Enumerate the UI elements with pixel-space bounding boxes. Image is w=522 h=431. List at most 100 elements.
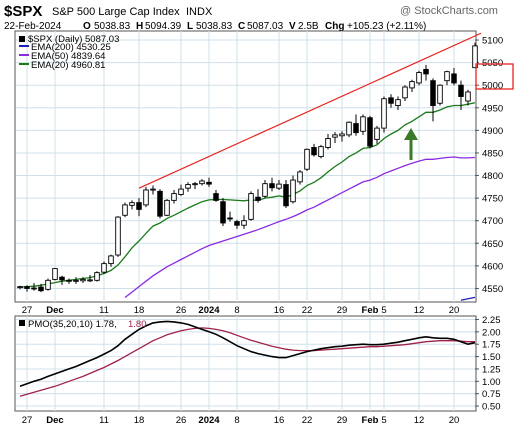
price-x-tick-label: 12 bbox=[414, 305, 425, 316]
pmo-legend-swatch bbox=[19, 320, 25, 326]
price-x-axis: 27 Dec 11 18 26 2024 8 16 22 29 Feb 5 12 20 bbox=[22, 305, 460, 316]
price-x-tick-label: 11 bbox=[99, 305, 109, 316]
candle bbox=[66, 278, 72, 284]
price-x-tick-label: 18 bbox=[134, 305, 145, 316]
open-label: O bbox=[83, 21, 91, 32]
candle-body bbox=[353, 123, 359, 134]
candle-body bbox=[227, 217, 233, 220]
candle-body bbox=[472, 45, 478, 69]
candle-body bbox=[171, 193, 177, 201]
candle-body bbox=[199, 180, 205, 185]
pmo-y-tick-label: 1.50 bbox=[482, 352, 501, 363]
pmo-y-tick-label: 1.75 bbox=[482, 340, 501, 351]
volume-value: 2.5B bbox=[298, 21, 319, 32]
candle-body bbox=[136, 202, 142, 210]
candle-body bbox=[416, 72, 422, 84]
pmo-x-tick-label: Dec bbox=[46, 415, 63, 426]
pmo-x-tick-label: 27 bbox=[22, 415, 33, 426]
candle bbox=[31, 283, 37, 291]
candle bbox=[339, 131, 345, 142]
candle bbox=[353, 114, 359, 136]
candle bbox=[374, 125, 380, 144]
high-value: 5094.39 bbox=[145, 21, 182, 32]
candle bbox=[311, 143, 317, 157]
price-y-tick-label: 4700 bbox=[482, 216, 503, 227]
price-panel bbox=[14, 30, 477, 303]
price-y-tick-label: 5100 bbox=[482, 36, 503, 47]
price-x-tick-label: 8 bbox=[234, 305, 239, 316]
candle bbox=[423, 64, 429, 81]
candle bbox=[80, 277, 86, 284]
candle-body bbox=[367, 117, 373, 147]
candle-body bbox=[150, 188, 156, 191]
candle-body bbox=[248, 193, 254, 220]
legend-label-ema200: EMA(200) 4530.25 bbox=[31, 42, 111, 53]
candle bbox=[171, 189, 177, 204]
candle-body bbox=[24, 286, 30, 289]
candle-body bbox=[437, 84, 443, 104]
candle bbox=[332, 132, 338, 144]
legend-swatch-ema200 bbox=[19, 45, 29, 47]
candle-body bbox=[178, 188, 184, 195]
candle bbox=[458, 80, 464, 111]
change-label: Chg bbox=[325, 21, 344, 32]
candle bbox=[220, 198, 226, 227]
candle-body bbox=[59, 276, 65, 281]
candle-body bbox=[220, 201, 226, 224]
candle-body bbox=[304, 148, 310, 170]
candle-body bbox=[374, 127, 380, 140]
candle bbox=[248, 191, 254, 221]
pmo-legend-label: PMO(35,20,10) 1.78, bbox=[28, 319, 117, 330]
candle-body bbox=[283, 184, 289, 207]
candle bbox=[430, 78, 436, 122]
candle-body bbox=[122, 204, 128, 216]
candle bbox=[388, 94, 394, 108]
candle-body bbox=[45, 279, 51, 290]
candle-body bbox=[94, 272, 100, 281]
candle bbox=[45, 278, 51, 291]
ema50-line bbox=[124, 156, 476, 299]
candle bbox=[164, 199, 170, 217]
pmo-legend: PMO(35,20,10) 1.78, 1.80 bbox=[19, 319, 147, 330]
legend-label-price: $SPX (Daily) 5087.03 bbox=[28, 34, 119, 45]
candle bbox=[290, 175, 296, 204]
pmo-y-axis: 0.50 0.751.00 1.251.501.75 2.002.25 bbox=[475, 315, 501, 413]
candle-body bbox=[318, 146, 324, 158]
candle-body bbox=[346, 121, 352, 136]
price-y-tick-label: 4550 bbox=[482, 284, 503, 295]
candle-body bbox=[332, 134, 338, 138]
candle-body bbox=[458, 84, 464, 97]
legend-item-price: $SPX (Daily) 5087.03 bbox=[19, 34, 119, 45]
candle-body bbox=[325, 138, 331, 148]
legend-label-ema20: EMA(20) 4960.81 bbox=[31, 60, 105, 71]
candle bbox=[38, 283, 44, 293]
price-x-tick-label: Dec bbox=[46, 305, 63, 316]
symbol-title: $SPX bbox=[4, 3, 42, 20]
price-x-tick-label: 27 bbox=[22, 305, 33, 316]
candle bbox=[325, 133, 331, 150]
candle-body bbox=[206, 181, 212, 185]
candle-body bbox=[31, 287, 37, 290]
candle-body bbox=[241, 220, 247, 226]
candle bbox=[451, 68, 457, 86]
trend-line bbox=[138, 32, 482, 189]
pmo-x-tick-label: 26 bbox=[176, 415, 187, 426]
candle-body bbox=[129, 202, 135, 206]
price-x-tick-label: Feb bbox=[362, 305, 379, 316]
candle-body bbox=[444, 71, 450, 82]
candle bbox=[213, 189, 219, 202]
price-x-tick-label: 5 bbox=[381, 305, 386, 316]
candle bbox=[101, 261, 107, 274]
price-y-tick-label: 4650 bbox=[482, 239, 503, 250]
index-name: S&P 500 Large Cap Index bbox=[52, 6, 180, 18]
candle-body bbox=[164, 199, 170, 216]
candle-body bbox=[451, 73, 457, 84]
pmo-x-tick-label: 12 bbox=[414, 415, 425, 426]
legend-item-ema200: EMA(200) 4530.25 bbox=[19, 42, 111, 53]
candle-body bbox=[234, 221, 240, 226]
candle bbox=[276, 180, 282, 190]
candle bbox=[185, 182, 191, 192]
candle bbox=[297, 170, 303, 185]
candle-body bbox=[465, 91, 471, 102]
